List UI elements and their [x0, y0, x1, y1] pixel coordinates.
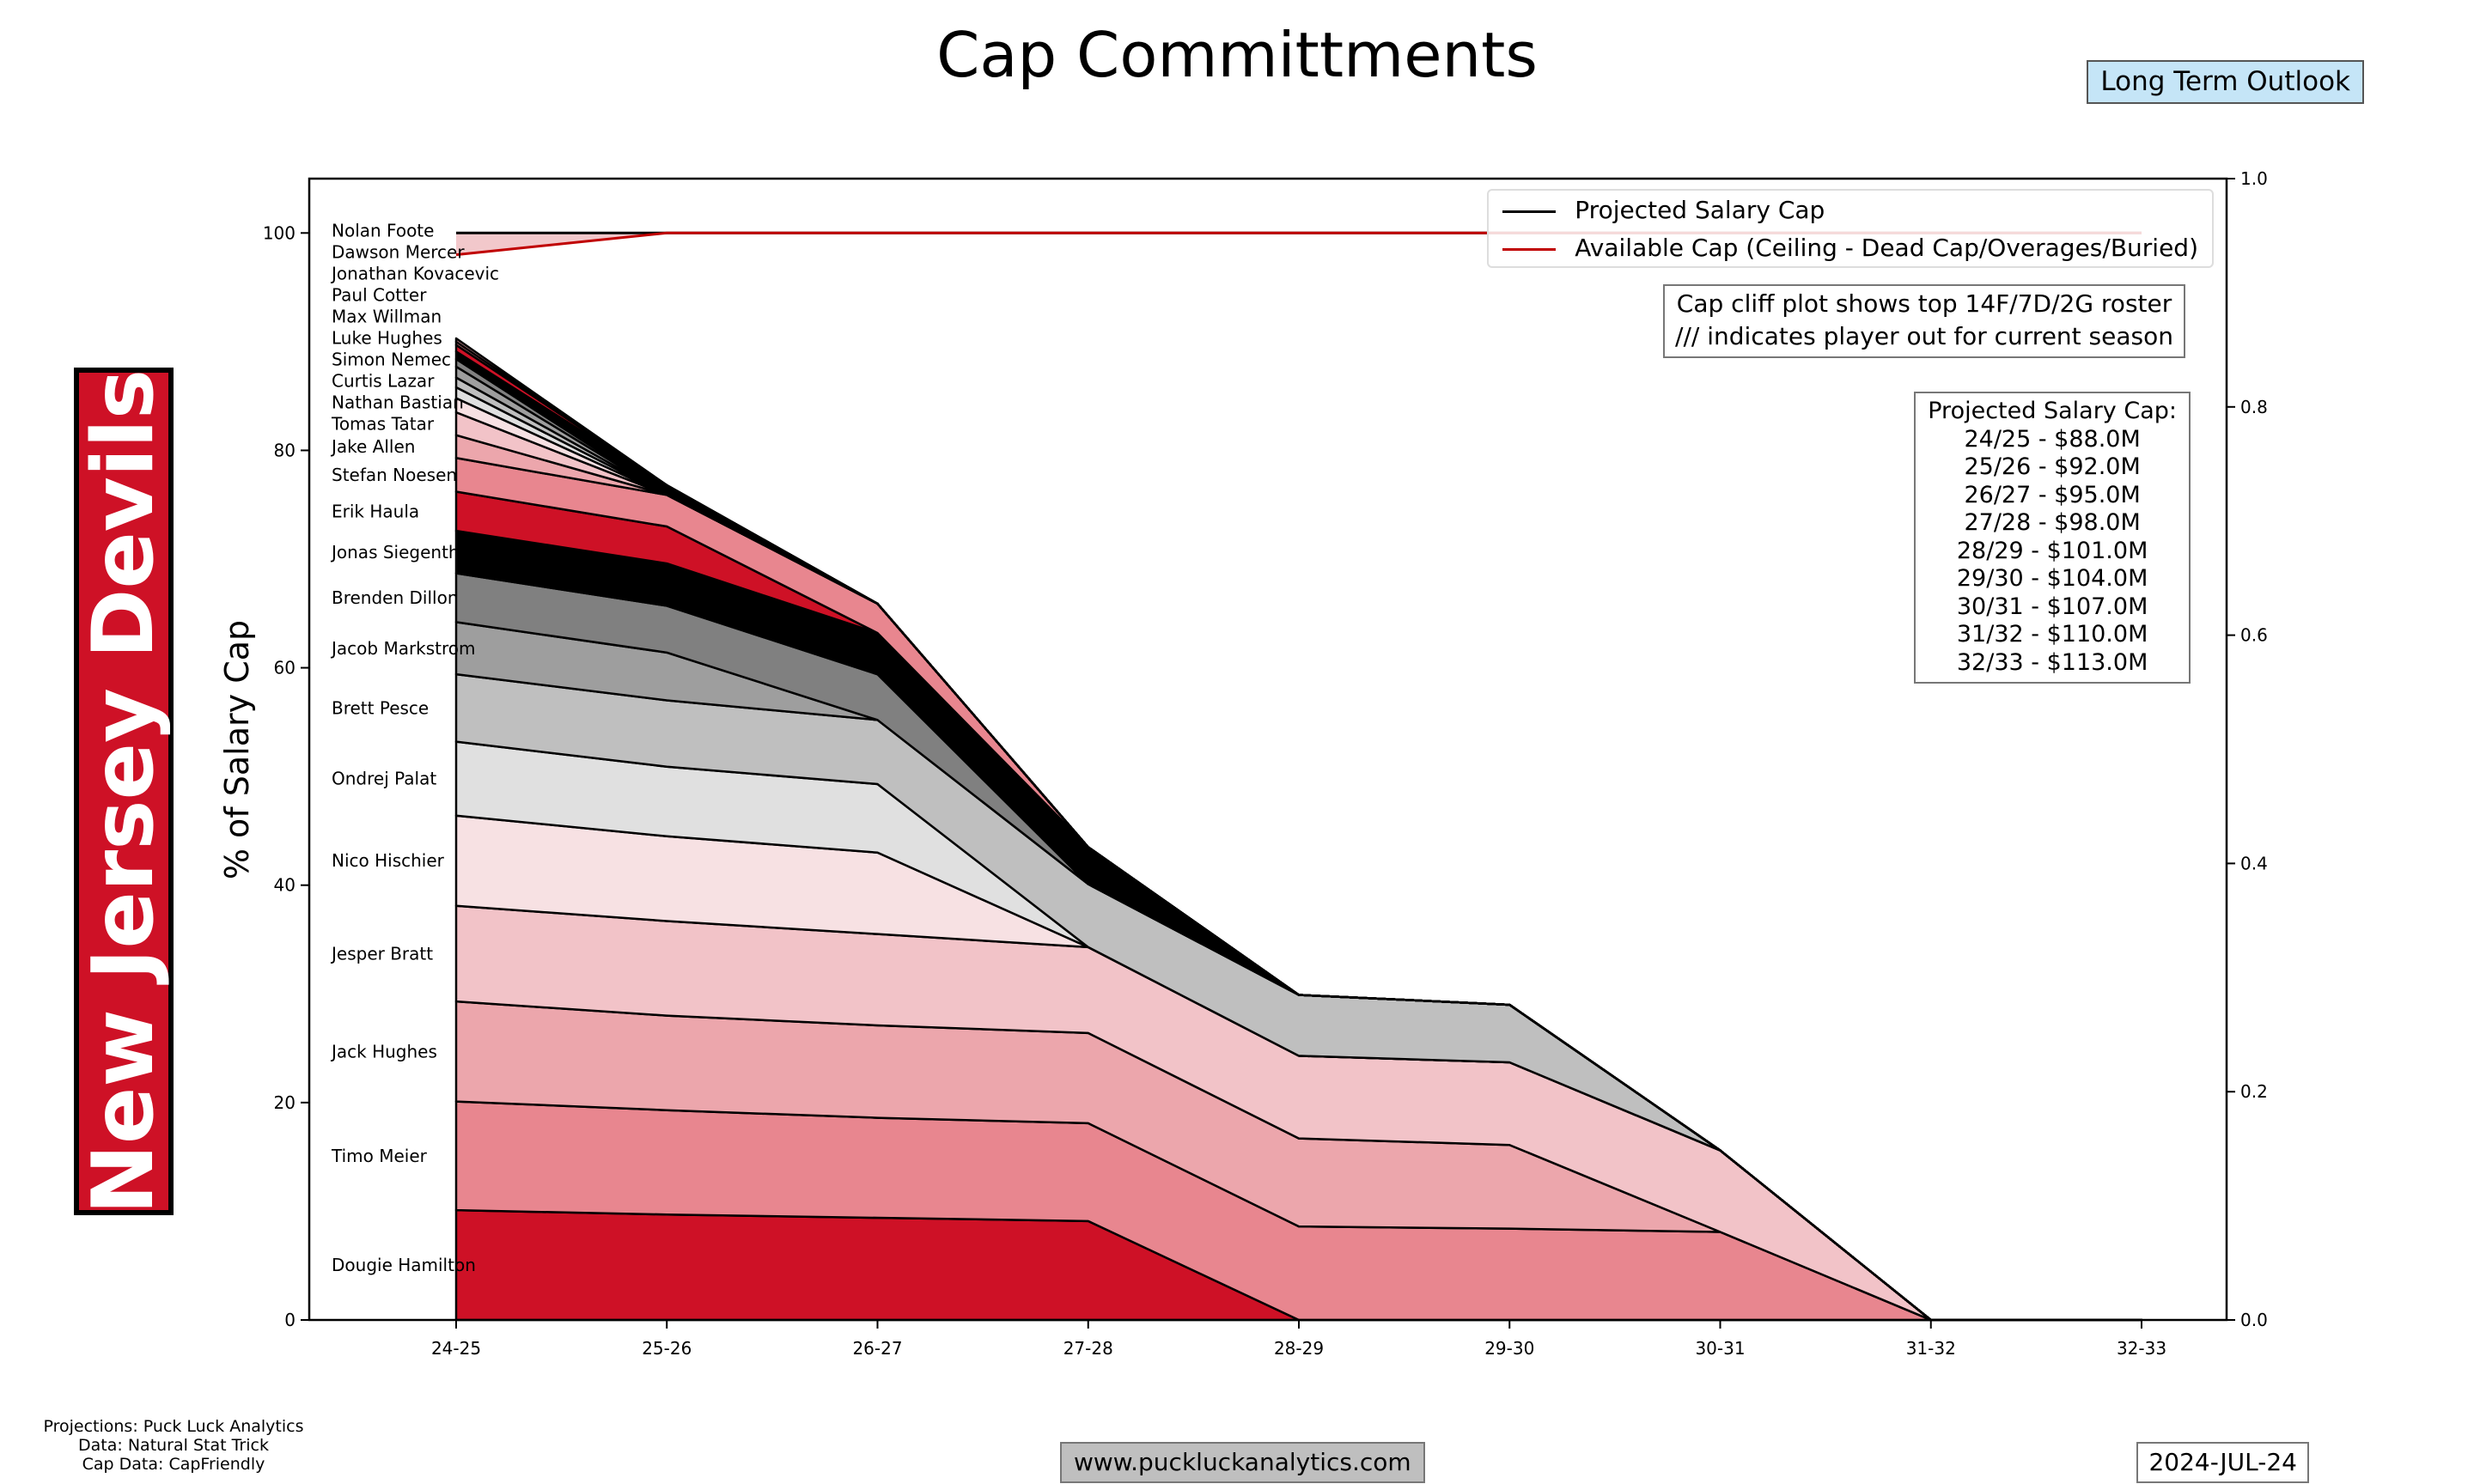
- player-label: Timo Meier: [331, 1146, 428, 1166]
- y2-tick-label: 0.6: [2240, 625, 2268, 646]
- cap-box-line: 24/25 - $88.0M: [1964, 425, 2141, 453]
- team-banner: New Jersey Devils: [74, 368, 174, 1215]
- cap-box-line: 26/27 - $95.0M: [1964, 481, 2141, 508]
- credit-line: Projections: Puck Luck Analytics: [43, 1417, 304, 1436]
- player-label: Brett Pesce: [332, 697, 429, 718]
- x-tick-label: 31-32: [1906, 1338, 1956, 1359]
- x-tick-label: 27-28: [1063, 1338, 1113, 1359]
- legend-label: Available Cap (Ceiling - Dead Cap/Overag…: [1575, 234, 2198, 262]
- cap-box-line: 32/33 - $113.0M: [1956, 648, 2148, 676]
- website-link[interactable]: www.puckluckanalytics.com: [1060, 1442, 1425, 1483]
- legend-line-black: [1502, 210, 1557, 213]
- date-badge: 2024-JUL-24: [2136, 1442, 2309, 1483]
- credit-line: Cap Data: CapFriendly: [82, 1455, 265, 1474]
- chart-title: Cap Committments: [936, 19, 1538, 91]
- y2-tick-label: 0.2: [2240, 1081, 2268, 1102]
- y2-tick-label: 0.8: [2240, 397, 2268, 417]
- x-tick-label: 28-29: [1274, 1338, 1324, 1359]
- cap-box-line: 31/32 - $110.0M: [1956, 621, 2148, 648]
- player-label: Erik Haula: [332, 501, 419, 521]
- cap-box-line: 30/31 - $107.0M: [1956, 593, 2148, 620]
- player-label: Ondrej Palat: [332, 769, 436, 789]
- player-label: Jonathan Kovacevic: [330, 263, 499, 283]
- x-tick-label: 25-26: [642, 1338, 692, 1359]
- note-line: Cap cliff plot shows top 14F/7D/2G roste…: [1676, 289, 2172, 318]
- y-tick-label: 20: [274, 1092, 296, 1113]
- y-tick-label: 100: [263, 222, 296, 243]
- player-label: Nico Hischier: [332, 850, 445, 871]
- legend-item-projected-cap: Projected Salary Cap: [1502, 192, 2198, 228]
- player-label: Curtis Lazar: [332, 370, 435, 391]
- cap-box-line: 28/29 - $101.0M: [1956, 537, 2148, 564]
- player-label: Luke Hughes: [332, 327, 442, 348]
- legend-item-available-cap: Available Cap (Ceiling - Dead Cap/Overag…: [1502, 230, 2198, 266]
- plot-frame: [308, 177, 2228, 1322]
- long-term-outlook-badge: Long Term Outlook: [2087, 60, 2364, 104]
- cap-box-line: 27/28 - $98.0M: [1964, 509, 2141, 536]
- player-label: Jacob Markstrom: [330, 638, 476, 659]
- y-tick-label: 60: [274, 658, 296, 678]
- player-label: Nolan Foote: [332, 220, 434, 240]
- credit-line: Data: Natural Stat Trick: [78, 1436, 269, 1455]
- player-label: Tomas Tatar: [331, 413, 435, 434]
- x-tick-label: 24-25: [431, 1338, 481, 1359]
- x-tick-label: 29-30: [1484, 1338, 1534, 1359]
- player-label: Stefan Noesen: [332, 465, 457, 485]
- y-tick-label: 80: [274, 440, 296, 460]
- player-label: Simon Nemec: [332, 349, 451, 369]
- y2-tick-label: 0.4: [2240, 853, 2268, 873]
- note-line: /// indicates player out for current sea…: [1675, 322, 2173, 350]
- x-tick-label: 26-27: [852, 1338, 902, 1359]
- x-tick-label: 30-31: [1695, 1338, 1745, 1359]
- player-label: Nathan Bastian: [332, 392, 464, 412]
- player-label: Brenden Dillon: [332, 587, 459, 608]
- player-label: Max Willman: [332, 306, 442, 326]
- player-label: Jake Allen: [330, 436, 415, 457]
- player-label: Jonas Siegenthaler: [330, 542, 493, 563]
- player-label: Jesper Bratt: [330, 943, 433, 964]
- projected-cap-box: Projected Salary Cap: 24/25 - $88.0M 25/2…: [1914, 392, 2191, 684]
- player-label: Dawson Mercer: [332, 241, 465, 262]
- cap-box-line: 25/26 - $92.0M: [1964, 453, 2141, 480]
- y2-tick-label: 1.0: [2240, 168, 2268, 189]
- y-tick-label: 40: [274, 875, 296, 896]
- cap-box-line: 29/30 - $104.0M: [1956, 565, 2148, 592]
- roster-note: Cap cliff plot shows top 14F/7D/2G roste…: [1663, 284, 2185, 358]
- player-label: Dougie Hamilton: [332, 1255, 476, 1275]
- legend-line-red: [1502, 247, 1557, 251]
- y2-tick-label: 0.0: [2240, 1310, 2268, 1330]
- available-cap-gap-fill: [456, 233, 2142, 255]
- y-tick-label: 0: [284, 1310, 296, 1330]
- credits: Projections: Puck Luck Analytics Data: N…: [19, 1417, 328, 1474]
- player-label: Paul Cotter: [332, 284, 427, 305]
- x-tick-label: 32-33: [2117, 1338, 2166, 1359]
- cap-box-heading: Projected Salary Cap:: [1928, 398, 2177, 424]
- player-label: Jack Hughes: [330, 1041, 437, 1061]
- legend: Projected Salary Cap Available Cap (Ceil…: [1487, 189, 2214, 268]
- legend-label: Projected Salary Cap: [1575, 196, 1825, 224]
